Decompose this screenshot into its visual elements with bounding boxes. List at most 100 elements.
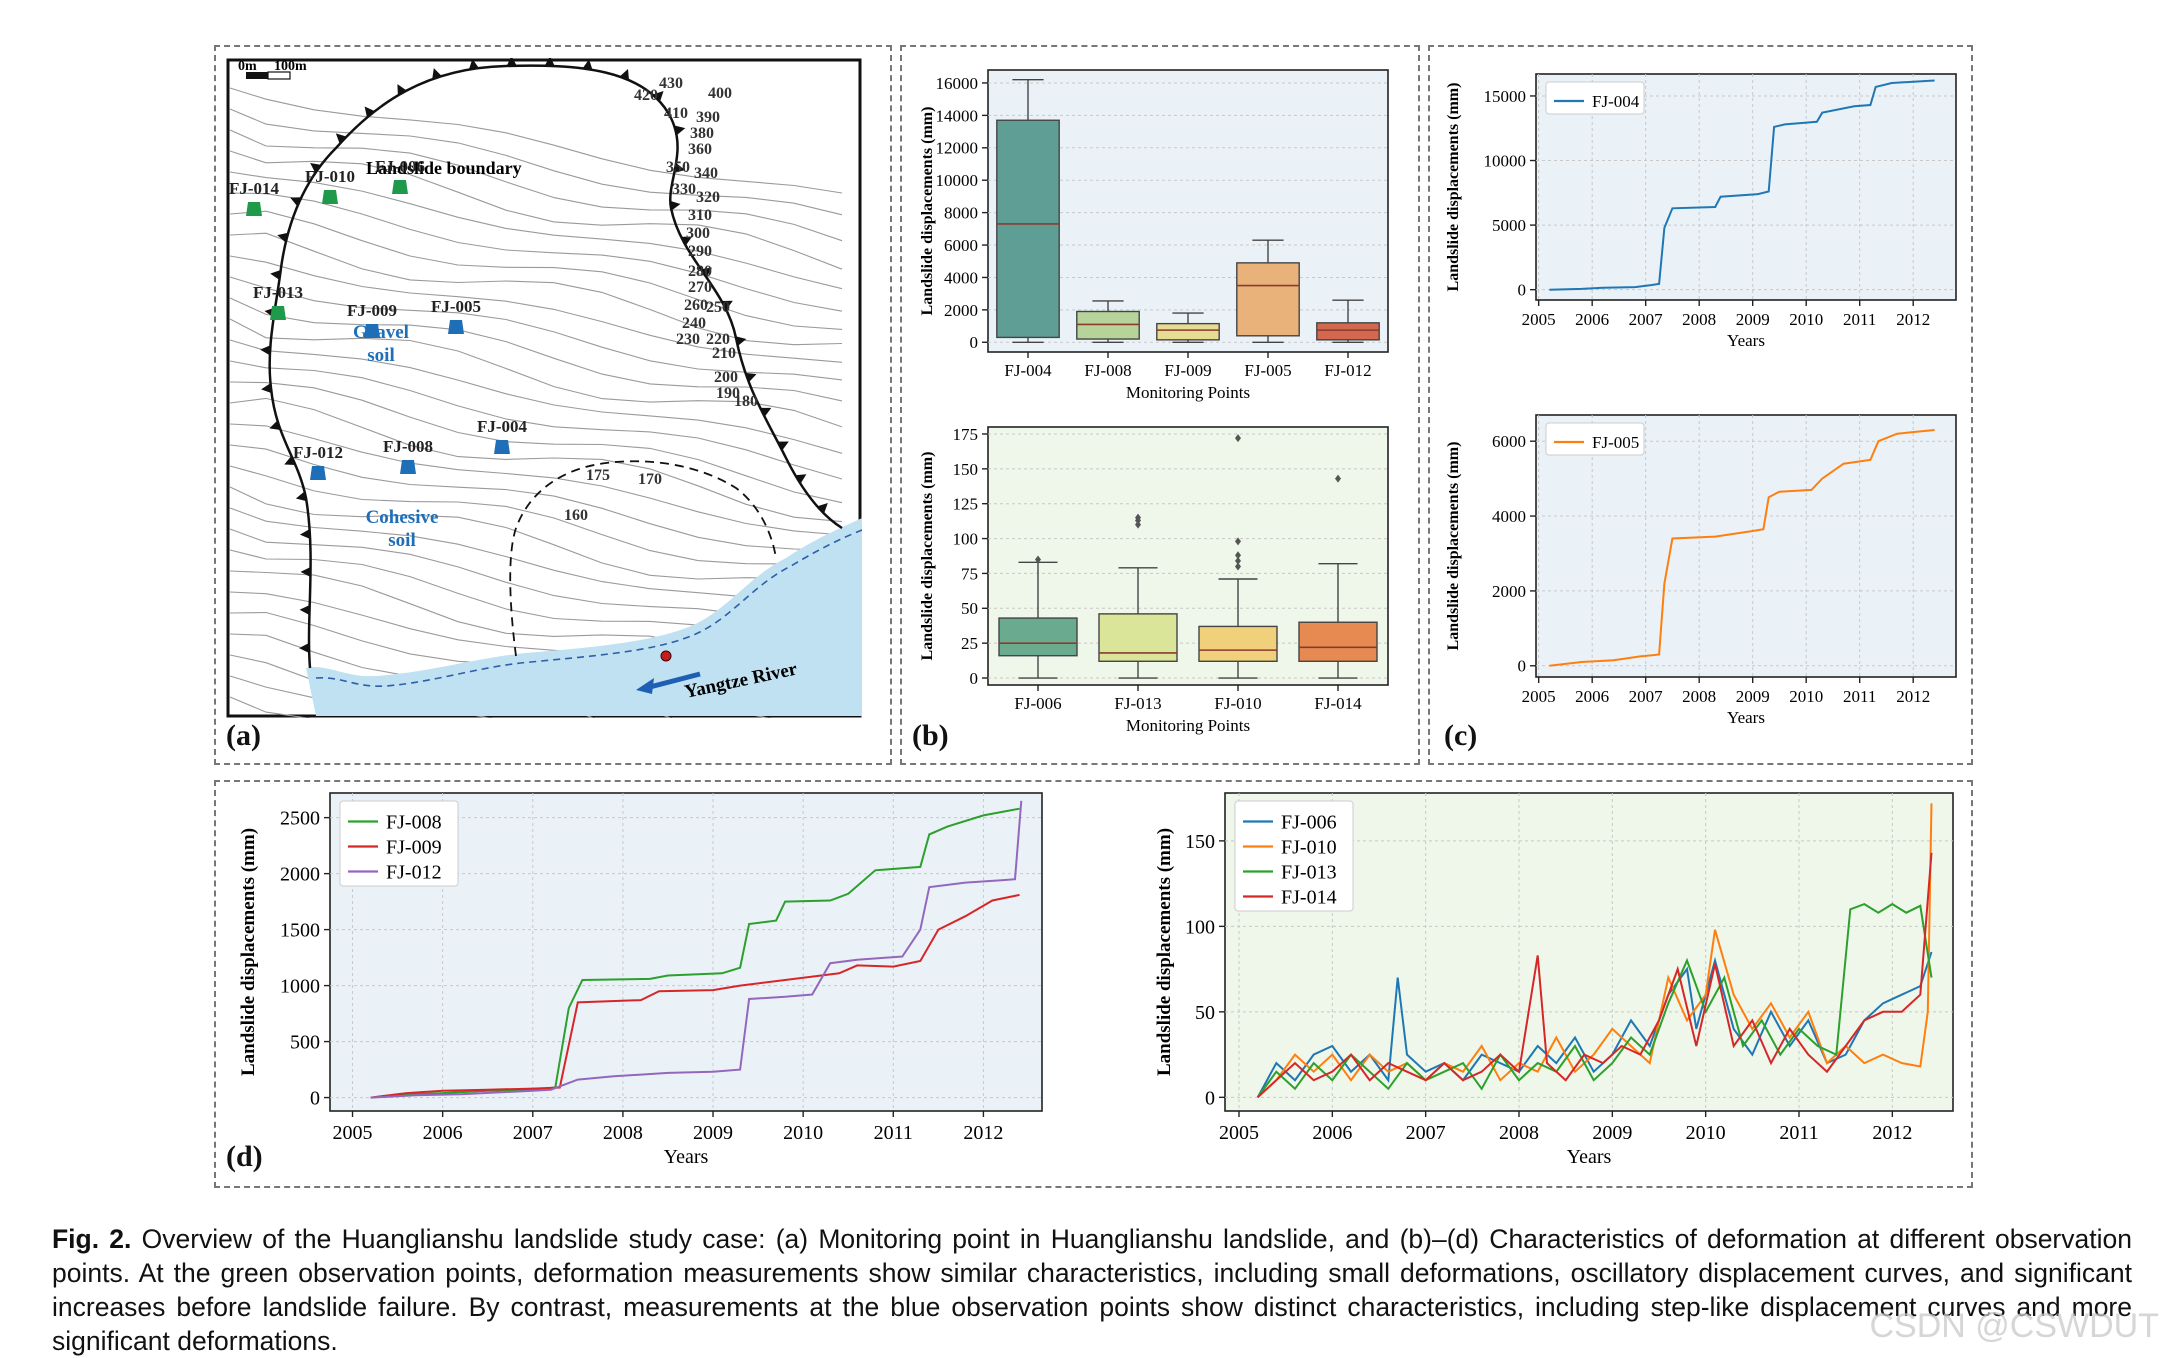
y-tick-label: 10000 xyxy=(936,171,979,190)
x-tick-label: 2011 xyxy=(1843,310,1876,329)
y-tick-label: 4000 xyxy=(1492,507,1526,526)
gravel-label-2: soil xyxy=(367,345,394,366)
boundary-tooth xyxy=(760,407,772,417)
monitoring-point-marker xyxy=(246,202,262,216)
contour-label: 310 xyxy=(688,207,712,224)
y-tick-label: 150 xyxy=(1185,831,1215,853)
cohesive-label-1: Cohesive xyxy=(366,507,439,528)
box-body xyxy=(998,617,1078,657)
scale-bar: 0m 100m xyxy=(238,59,307,80)
boundary-tooth xyxy=(284,455,296,465)
river-arrow-head xyxy=(636,678,654,694)
landslide-map: 0m 100m Landslide boundary Gravel soil C… xyxy=(226,58,862,718)
box-body xyxy=(996,119,1060,339)
legend-entry: FJ-006 xyxy=(1281,812,1337,834)
x-tick-label: 2005 xyxy=(1522,310,1556,329)
x-tick-label: FJ-005 xyxy=(1244,361,1291,380)
x-tick-label: 2011 xyxy=(1843,687,1876,706)
x-tick-label: FJ-010 xyxy=(1214,694,1261,713)
contour-line xyxy=(229,255,843,363)
contour-line xyxy=(229,108,843,216)
x-tick-label: 2009 xyxy=(1736,687,1770,706)
x-tick-label: 2011 xyxy=(874,1122,913,1144)
x-tick-label: 2005 xyxy=(1219,1122,1259,1144)
contour-label: 300 xyxy=(686,225,710,242)
boundary-tooth xyxy=(270,270,281,280)
y-tick-label: 175 xyxy=(953,425,979,444)
contour-label: 260 xyxy=(684,297,708,314)
y-tick-label: 0 xyxy=(1518,281,1527,300)
y-tick-label: 100 xyxy=(953,530,979,549)
y-tick-label: 125 xyxy=(953,495,979,514)
monitoring-point-label: FJ-004 xyxy=(477,417,528,436)
x-tick-label: 2010 xyxy=(1789,310,1823,329)
boundary-tooth xyxy=(506,58,517,66)
box-body xyxy=(1298,621,1378,662)
contour-label: 430 xyxy=(659,75,683,92)
box-outlier xyxy=(1235,434,1241,443)
boundary-tooth xyxy=(544,58,555,67)
series-line-fj-014 xyxy=(1257,852,1933,1099)
box-chart-b-bottom: 0 25 50 75 100 125 150 175 FJ-006 FJ-013 FJ-010 FJ-… xyxy=(919,425,1389,735)
boundary-tooth xyxy=(397,84,407,96)
contour-label: 360 xyxy=(688,141,712,158)
monitoring-point-marker xyxy=(494,440,510,454)
boundary-tooth xyxy=(795,474,807,484)
contour-line xyxy=(229,210,843,330)
boundary-tooth xyxy=(735,336,747,346)
contour-line xyxy=(229,171,843,290)
monitoring-point-label: FJ-012 xyxy=(293,443,343,462)
y-tick-label: 15000 xyxy=(1484,87,1527,106)
monitoring-point-marker xyxy=(270,306,286,320)
box-outlier xyxy=(1135,513,1141,522)
y-tick-label: 10000 xyxy=(1484,151,1527,170)
series-line-fj-008 xyxy=(370,807,1020,1099)
legend-entry: FJ-005 xyxy=(1592,433,1639,452)
box-chart-b-top: 0 2000 4000 6000 8000 10000 12000 14000 16000 FJ-… xyxy=(919,69,1389,402)
series-line-fj-004 xyxy=(1549,79,1935,291)
contour-line xyxy=(229,381,843,504)
box-outlier xyxy=(1235,537,1241,546)
panel-label-a: (a) xyxy=(226,719,261,752)
panel-label-b: (b) xyxy=(912,719,949,752)
y-tick-label: 6000 xyxy=(1492,432,1526,451)
y-axis-label: Landslide displacements (mm) xyxy=(1154,828,1175,1076)
plot-area xyxy=(1535,414,1957,678)
contour-label: 210 xyxy=(712,345,736,362)
y-tick-label: 0 xyxy=(1205,1087,1215,1109)
line-chart-d-right: 2005 2006 2007 2008 2009 2010 2011 2012 0 50 100 15… xyxy=(1154,792,1954,1168)
y-tick-label: 50 xyxy=(961,599,978,618)
boundary-tooth xyxy=(310,162,322,173)
series-line-fj-005 xyxy=(1549,429,1935,667)
line-chart-c-top: 2005 2006 2007 2008 2009 2010 2011 2012 0 5000 100… xyxy=(1445,73,1957,350)
contour-label: 220 xyxy=(706,331,730,348)
monitoring-point-label: FJ-010 xyxy=(305,167,355,186)
contour-label: 170 xyxy=(638,471,662,488)
legend-entry: FJ-013 xyxy=(1281,862,1337,884)
boundary-label: Landslide boundary xyxy=(366,158,522,178)
y-tick-label: 12000 xyxy=(936,139,979,158)
monitoring-point-label: FJ-008 xyxy=(383,437,433,456)
box-outlier xyxy=(1135,520,1141,529)
x-tick-label: FJ-013 xyxy=(1114,694,1161,713)
contour-label: 200 xyxy=(714,369,738,386)
scale-0: 0m xyxy=(238,59,257,74)
x-tick-label: FJ-012 xyxy=(1324,361,1371,380)
contour-line xyxy=(229,192,843,312)
x-tick-label: 2008 xyxy=(603,1122,643,1144)
x-tick-label: 2005 xyxy=(333,1122,373,1144)
legend-entry: FJ-010 xyxy=(1281,837,1337,859)
x-tick-label: FJ-008 xyxy=(1084,361,1131,380)
x-axis-label: Years xyxy=(1727,331,1765,350)
x-tick-label: 2008 xyxy=(1499,1122,1539,1144)
gravel-label-1: Gravel xyxy=(353,322,409,343)
boundary-tooth xyxy=(261,383,272,394)
boundary-tooth xyxy=(260,345,271,356)
y-axis-label: Landslide displacements (mm) xyxy=(1445,83,1462,292)
contour-line xyxy=(229,397,843,523)
boundary-tooth xyxy=(674,125,686,136)
panel-b: (b) xyxy=(900,45,1420,765)
boundary-tooth xyxy=(299,529,311,540)
river-arrow xyxy=(645,671,701,691)
y-axis-label: Landslide displacements (mm) xyxy=(238,828,259,1076)
